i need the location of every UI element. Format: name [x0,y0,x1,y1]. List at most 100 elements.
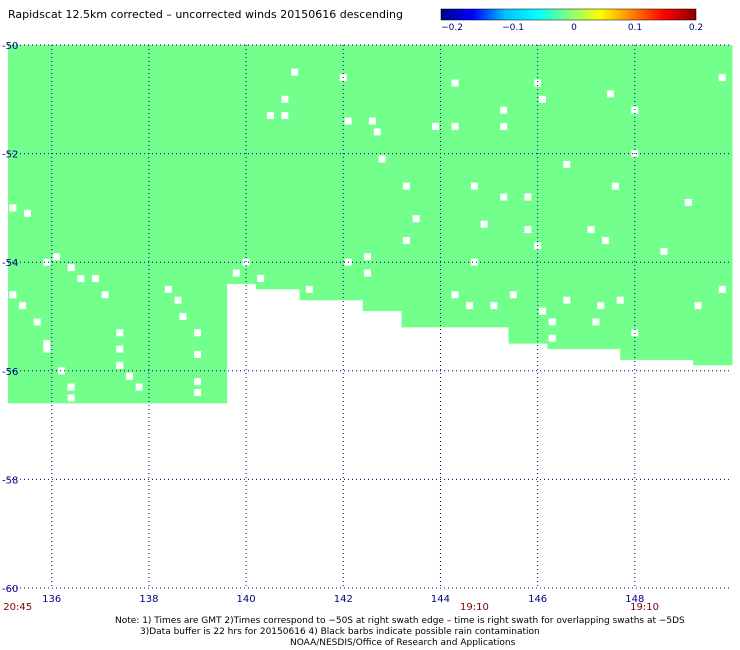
missing-cell [616,296,624,304]
time-label: 19:10 [460,602,489,613]
missing-cell [23,209,31,217]
missing-cell [470,182,478,190]
missing-cell [500,106,508,114]
x-tick-label: 138 [139,594,158,605]
missing-cell [43,340,51,348]
missing-cell [194,389,202,397]
missing-cell [587,226,595,234]
missing-cell [67,394,75,402]
missing-cell [500,122,508,130]
footer-note-1: Note: 1) Times are GMT 2)Times correspon… [115,616,685,626]
missing-cell [164,285,172,293]
missing-cell [538,95,546,103]
missing-cell [232,269,240,277]
x-tick-label: 136 [42,594,61,605]
missing-cell [364,269,372,277]
missing-cell [548,334,556,342]
missing-cell [116,329,124,337]
missing-cell [524,193,532,201]
missing-cell [660,247,668,255]
swath-segment [226,45,257,284]
missing-cell [116,345,124,353]
swath-segment [620,45,694,360]
missing-cell [116,361,124,369]
colorbar-tick: 0.1 [628,23,642,33]
footer-note-3: NOAA/NESDIS/Office of Research and Appli… [290,638,516,648]
missing-cell [291,68,299,76]
missing-cell [43,345,51,353]
missing-cell [412,215,420,223]
y-tick-label: -50 [2,41,18,52]
missing-cell [174,296,182,304]
missing-cell [597,302,605,310]
x-tick-label: 144 [431,594,450,605]
missing-cell [19,302,27,310]
missing-cell [611,182,619,190]
y-tick-label: -52 [2,150,18,161]
missing-cell [694,302,702,310]
swath-segment [693,45,733,366]
swath-segment [362,45,403,312]
chart-title: Rapidscat 12.5km corrected – uncorrected… [8,8,404,21]
missing-cell [607,90,615,98]
colorbar-tick: −0.1 [502,23,524,33]
y-tick-label: -60 [2,584,18,595]
missing-cell [451,122,459,130]
missing-cell [57,367,65,375]
swath-segment [299,45,364,301]
x-tick-label: 146 [528,594,547,605]
missing-cell [509,291,517,299]
missing-cell [466,302,474,310]
colorbar-tick: 0.2 [689,23,703,33]
colorbar-tick: 0 [571,23,577,33]
missing-cell [684,198,692,206]
missing-cell [135,383,143,391]
missing-cell [524,226,532,234]
x-tick-label: 140 [237,594,256,605]
missing-cell [281,95,289,103]
y-tick-label: -58 [2,475,18,486]
colorbar-tick: −0.2 [441,23,463,33]
missing-cell [344,117,352,125]
missing-cell [194,378,202,386]
missing-cell [538,307,546,315]
missing-cell [631,106,639,114]
missing-cell [490,302,498,310]
missing-cell [33,318,41,326]
missing-cell [364,253,372,261]
missing-cell [67,264,75,272]
missing-cell [451,291,459,299]
time-label: 20:45 [3,602,32,613]
swath-segment [401,45,509,328]
missing-cell [373,128,381,136]
missing-cell [281,112,289,120]
missing-cell [9,291,17,299]
swath-segment [255,45,301,290]
missing-cell [242,258,250,266]
missing-cell [43,258,51,266]
missing-cell [432,122,440,130]
missing-cell [266,112,274,120]
missing-cell [470,258,478,266]
missing-cell [91,274,99,282]
missing-cell [53,253,61,261]
missing-cell [563,296,571,304]
missing-cell [77,274,85,282]
missing-cell [718,285,726,293]
missing-cell [194,329,202,337]
y-tick-label: -54 [2,258,18,269]
missing-cell [718,74,726,82]
missing-cell [548,318,556,326]
colorbar [440,8,697,21]
missing-cell [500,193,508,201]
missing-cell [125,372,133,380]
missing-cell [101,291,109,299]
footer-note-2: 3)Data buffer is 22 hrs for 20150616 4) … [140,627,540,637]
missing-cell [592,318,600,326]
missing-cell [179,313,187,320]
missing-cell [602,236,610,244]
time-label: 19:10 [630,602,659,613]
missing-cell [480,220,488,228]
missing-cell [534,79,542,87]
